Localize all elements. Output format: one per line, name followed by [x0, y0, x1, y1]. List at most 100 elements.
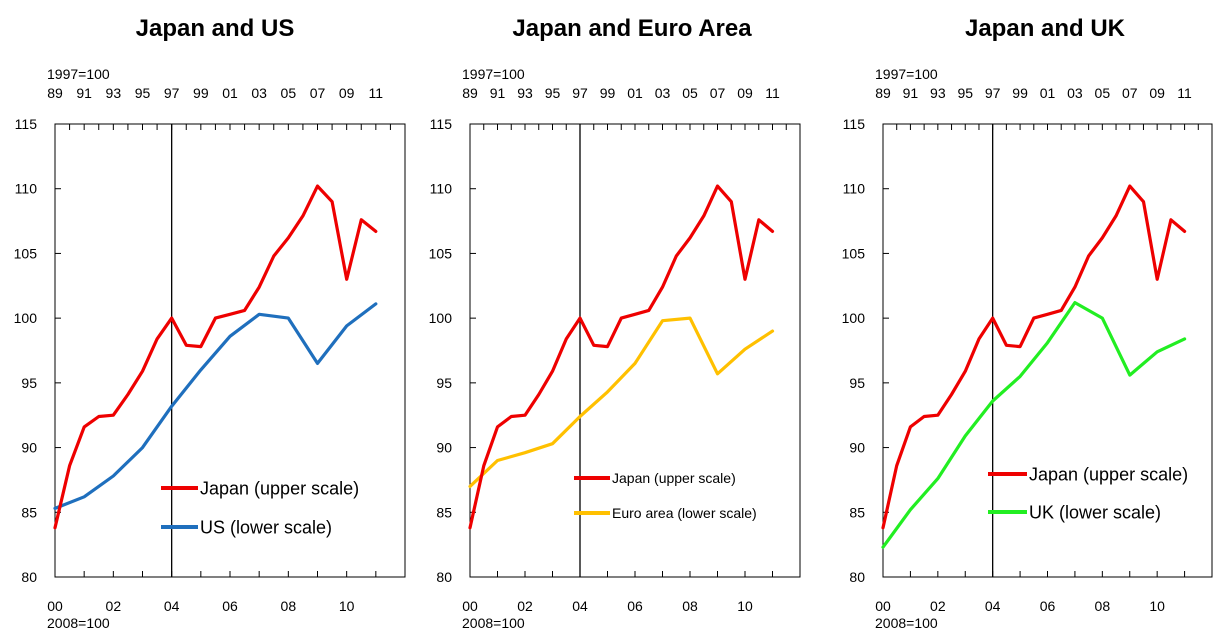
upper-tick-label: 99 — [1012, 85, 1028, 101]
legend-label: Japan (upper scale) — [200, 478, 359, 498]
y-tick-label: 85 — [436, 504, 452, 520]
upper-axis-label: 1997=100 — [875, 66, 938, 82]
legend-label: Japan (upper scale) — [612, 470, 736, 486]
upper-tick-label: 03 — [251, 85, 267, 101]
upper-tick-label: 97 — [985, 85, 1001, 101]
upper-tick-label: 93 — [517, 85, 533, 101]
upper-tick-label: 91 — [490, 85, 506, 101]
series-line-comparison — [468, 316, 775, 488]
lower-tick-label: 10 — [1149, 598, 1165, 614]
y-tick-label: 90 — [436, 440, 452, 456]
lower-tick-label: 08 — [1095, 598, 1111, 614]
lower-tick-label: 04 — [985, 598, 1001, 614]
upper-tick-label: 99 — [600, 85, 616, 101]
y-tick-label: 95 — [849, 375, 865, 391]
upper-tick-label: 91 — [76, 85, 92, 101]
y-tick-label: 110 — [15, 181, 38, 197]
lower-tick-label: 00 — [462, 598, 478, 614]
upper-tick-label: 07 — [1122, 85, 1138, 101]
lower-tick-label: 02 — [930, 598, 946, 614]
upper-tick-label: 07 — [710, 85, 726, 101]
y-tick-label: 80 — [849, 569, 865, 585]
upper-tick-label: 05 — [281, 85, 297, 101]
lower-tick-label: 04 — [572, 598, 588, 614]
y-tick-label: 90 — [21, 440, 37, 456]
y-tick-label: 95 — [21, 375, 37, 391]
y-tick-label: 85 — [21, 504, 37, 520]
y-tick-label: 85 — [849, 504, 865, 520]
y-tick-label: 100 — [842, 310, 866, 326]
lower-tick-label: 02 — [517, 598, 533, 614]
lower-tick-label: 06 — [222, 598, 238, 614]
upper-tick-label: 99 — [193, 85, 209, 101]
chart-title: Japan and Euro Area — [512, 15, 752, 42]
upper-tick-label: 95 — [545, 85, 561, 101]
chart-panel-2: Japan and Euro Area115110105100959085808… — [429, 15, 801, 631]
series-line-japan — [468, 184, 775, 530]
lower-tick-label: 00 — [875, 598, 891, 614]
upper-tick-label: 03 — [655, 85, 671, 101]
y-tick-label: 115 — [843, 116, 866, 132]
legend-label: Euro area (lower scale) — [612, 505, 757, 521]
legend-label: Japan (upper scale) — [1029, 464, 1188, 484]
lower-tick-label: 06 — [1040, 598, 1056, 614]
legend-label: US (lower scale) — [200, 517, 332, 537]
y-tick-label: 105 — [429, 245, 453, 261]
lower-tick-label: 06 — [627, 598, 643, 614]
upper-tick-label: 03 — [1067, 85, 1083, 101]
upper-tick-label: 05 — [682, 85, 698, 101]
series-line-japan — [53, 184, 378, 530]
y-tick-label: 100 — [14, 310, 38, 326]
y-tick-label: 80 — [436, 569, 452, 585]
lower-tick-label: 08 — [281, 598, 297, 614]
lower-axis-label: 2008=100 — [47, 615, 110, 631]
upper-tick-label: 91 — [903, 85, 919, 101]
lower-tick-label: 10 — [339, 598, 355, 614]
upper-tick-label: 01 — [1040, 85, 1056, 101]
legend-label: UK (lower scale) — [1029, 502, 1161, 522]
upper-tick-label: 89 — [875, 85, 891, 101]
upper-tick-label: 09 — [339, 85, 355, 101]
upper-tick-label: 93 — [930, 85, 946, 101]
upper-tick-label: 09 — [737, 85, 753, 101]
upper-tick-label: 07 — [310, 85, 326, 101]
upper-tick-label: 11 — [1177, 85, 1192, 101]
upper-axis-label: 1997=100 — [47, 66, 110, 82]
upper-tick-label: 95 — [957, 85, 973, 101]
upper-tick-label: 09 — [1149, 85, 1165, 101]
y-tick-label: 110 — [843, 181, 866, 197]
lower-tick-label: 02 — [106, 598, 122, 614]
series-line-japan — [881, 184, 1187, 530]
upper-tick-label: 05 — [1095, 85, 1111, 101]
lower-tick-label: 00 — [47, 598, 63, 614]
upper-tick-label: 01 — [627, 85, 643, 101]
upper-tick-label: 97 — [164, 85, 180, 101]
y-tick-label: 110 — [430, 181, 453, 197]
upper-tick-label: 11 — [765, 85, 780, 101]
y-tick-label: 115 — [15, 116, 38, 132]
lower-axis-label: 2008=100 — [875, 615, 938, 631]
upper-axis-label: 1997=100 — [462, 66, 525, 82]
y-tick-label: 90 — [849, 440, 865, 456]
lower-tick-label: 08 — [682, 598, 698, 614]
y-tick-label: 105 — [14, 245, 38, 261]
upper-tick-label: 89 — [462, 85, 478, 101]
upper-tick-label: 89 — [47, 85, 63, 101]
upper-tick-label: 97 — [572, 85, 588, 101]
chart-title: Japan and US — [136, 15, 295, 42]
lower-axis-label: 2008=100 — [462, 615, 525, 631]
upper-tick-label: 11 — [369, 85, 384, 101]
y-tick-label: 80 — [21, 569, 37, 585]
series-line-comparison — [881, 301, 1187, 549]
series-line-comparison — [53, 302, 378, 510]
y-tick-label: 95 — [436, 375, 452, 391]
y-tick-label: 100 — [429, 310, 453, 326]
chart-title: Japan and UK — [965, 15, 1126, 42]
lower-tick-label: 04 — [164, 598, 180, 614]
y-tick-label: 105 — [842, 245, 866, 261]
upper-tick-label: 95 — [135, 85, 151, 101]
upper-tick-label: 01 — [222, 85, 238, 101]
upper-tick-label: 93 — [106, 85, 122, 101]
